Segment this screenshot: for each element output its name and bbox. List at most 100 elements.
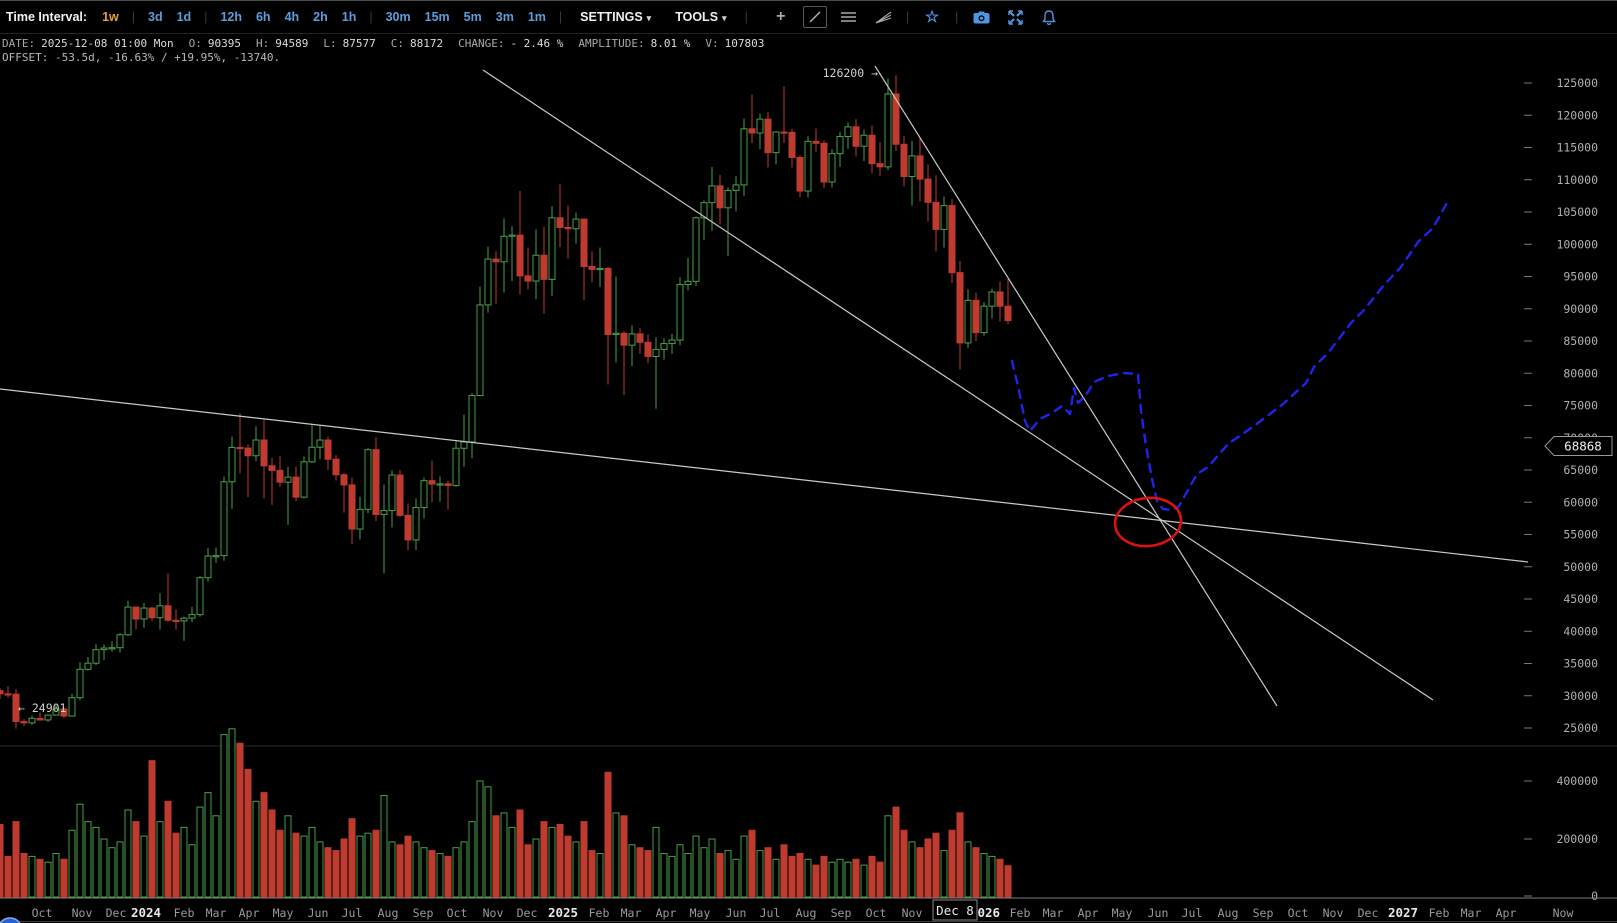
candle-body xyxy=(564,226,572,230)
candle-body xyxy=(676,284,684,341)
time-axis-month-label: Oct xyxy=(866,906,887,920)
time-axis-month-label: Oct xyxy=(1288,906,1309,920)
interval-4h[interactable]: 4h xyxy=(284,10,300,24)
interval-5m[interactable]: 5m xyxy=(463,10,482,24)
volume-bar xyxy=(796,853,804,898)
price-axis-label: 45000 xyxy=(1563,592,1598,606)
readout-value: 94589 xyxy=(275,37,309,50)
time-axis-month-label: Feb xyxy=(589,906,610,920)
volume-bar xyxy=(300,835,308,898)
volume-bar xyxy=(44,861,52,898)
volume-bar xyxy=(12,821,20,898)
candle-body xyxy=(700,202,708,219)
volume-bar xyxy=(156,821,164,898)
candle-body xyxy=(908,155,916,178)
interval-1d[interactable]: 1d xyxy=(176,10,192,24)
volume-bar xyxy=(828,861,836,898)
candle-body xyxy=(196,577,204,616)
volume-bar xyxy=(92,826,100,898)
fullscreen-icon[interactable] xyxy=(1003,6,1027,28)
volume-bar xyxy=(0,824,4,898)
volume-bar xyxy=(804,858,812,898)
candle-body xyxy=(484,258,492,306)
readout-value: - 2.46 % xyxy=(510,37,564,50)
interval-6h[interactable]: 6h xyxy=(255,10,271,24)
price-axis-label: 110000 xyxy=(1556,173,1598,187)
time-axis-month-label: Sep xyxy=(1253,906,1274,920)
volume-bar xyxy=(284,815,292,898)
candle-body xyxy=(508,234,516,237)
trendline-0[interactable] xyxy=(0,388,1529,563)
time-axis-month-label: Jun xyxy=(1148,906,1169,920)
candle-body xyxy=(276,469,284,483)
time-axis-month-label: Aug xyxy=(378,906,399,920)
star-icon[interactable]: ☆ xyxy=(924,9,940,26)
candle-body xyxy=(20,721,28,724)
interval-2h[interactable]: 2h xyxy=(313,10,328,24)
candle-body xyxy=(948,205,956,274)
volume-bar xyxy=(116,841,124,898)
candle-body xyxy=(228,446,236,483)
readout-label: AMPLITUDE: xyxy=(578,37,645,50)
candle-body xyxy=(516,234,524,277)
ohlc-readout-line: DATE: 2025-12-08 01:00 Mon O: 90395 H: 94589 L… xyxy=(2,37,779,51)
time-axis-month-label: Aug xyxy=(796,906,817,920)
volume-bar xyxy=(4,855,12,898)
volume-bar xyxy=(28,855,36,898)
interval-15m[interactable]: 15m xyxy=(424,10,450,24)
peak-price-label: 126200 → xyxy=(823,66,878,80)
interval-1w[interactable]: 1w xyxy=(102,10,119,24)
volume-bar xyxy=(692,835,700,898)
crosshair-plus-icon[interactable]: + xyxy=(776,8,786,25)
price-tag xyxy=(1544,436,1613,456)
fan-lines-icon[interactable] xyxy=(871,6,895,28)
volume-layer xyxy=(0,728,1012,898)
horizontal-lines-icon[interactable] xyxy=(837,6,861,28)
candle-body xyxy=(772,131,780,154)
volume-bar xyxy=(988,855,996,898)
interval-3d[interactable]: 3d xyxy=(148,10,163,24)
trendline-tool-icon[interactable] xyxy=(802,6,827,28)
candle-body xyxy=(452,447,460,486)
candle-body xyxy=(140,607,148,620)
volume-bar xyxy=(204,792,212,898)
interval-1h[interactable]: 1h xyxy=(341,10,357,24)
price-axis-label: 25000 xyxy=(1563,721,1598,735)
candle-body xyxy=(292,476,300,498)
candle-body xyxy=(164,605,172,621)
volume-bar xyxy=(844,861,852,898)
interval-list: 1w | 3d 1d | 12h 6h 4h 2h 1h | 30m 15m 5m 3m 1m xyxy=(95,10,553,24)
time-axis-month-label: Apr xyxy=(1496,906,1517,920)
volume-bar xyxy=(916,847,924,898)
candle-body xyxy=(212,555,220,558)
candle-body xyxy=(580,218,588,268)
candle-body xyxy=(796,156,804,192)
tools-menu[interactable]: TOOLS ▾ xyxy=(675,10,727,24)
interval-12h[interactable]: 12h xyxy=(220,10,242,24)
time-axis-month-label: Feb xyxy=(1010,906,1031,920)
settings-menu[interactable]: SETTINGS ▾ xyxy=(580,10,652,24)
trendline-2[interactable] xyxy=(874,65,1278,707)
volume-bar xyxy=(340,838,348,898)
volume-bar xyxy=(308,826,316,898)
interval-30m[interactable]: 30m xyxy=(385,10,411,24)
volume-bar xyxy=(812,864,820,898)
bell-icon[interactable] xyxy=(1037,6,1061,28)
camera-icon[interactable] xyxy=(969,6,993,28)
volume-bar xyxy=(484,786,492,898)
volume-bar xyxy=(564,835,572,898)
trendline-1[interactable] xyxy=(482,69,1434,701)
candle-body xyxy=(220,481,228,557)
toolbar-divider: | xyxy=(955,10,959,24)
volume-bar xyxy=(748,829,756,898)
readout-value: 8.01 % xyxy=(650,37,691,50)
volume-bar xyxy=(452,847,460,898)
interval-1m[interactable]: 1m xyxy=(527,10,546,24)
candle-body xyxy=(572,218,580,230)
highlight-ellipse[interactable] xyxy=(1113,495,1184,550)
candle-body xyxy=(324,439,332,460)
price-axis-label: 75000 xyxy=(1563,399,1598,413)
candle-body xyxy=(644,341,652,357)
interval-3m[interactable]: 3m xyxy=(495,10,514,24)
